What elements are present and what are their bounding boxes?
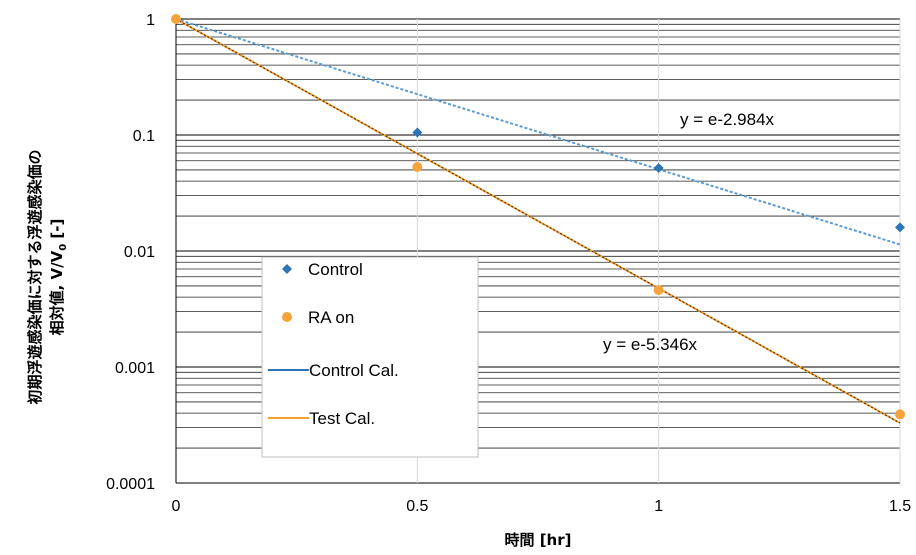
x-tick-label: 0 (172, 498, 181, 515)
data-points (171, 14, 905, 420)
legend-label-ra-on: RA on (308, 308, 354, 327)
fit-lines (175, 18, 901, 424)
y-axis-title-suffix: [-] (48, 219, 66, 244)
data-point-control (653, 162, 664, 173)
data-point-ra-on (171, 14, 181, 24)
legend-label-control: Control (308, 260, 363, 279)
fit-line (175, 18, 901, 424)
y-tick-label: 0.1 (133, 128, 155, 145)
y-axis-title-prefix: 相対値, V/V (48, 250, 66, 335)
fit-line (175, 18, 901, 246)
legend: Control RA on Control Cal. Test Cal. (261, 256, 479, 458)
x-tick-label: 1.5 (889, 498, 911, 515)
circle-marker-icon (282, 312, 292, 322)
x-axis-title: 時間 [hr] (504, 531, 571, 549)
legend-box (261, 256, 479, 458)
data-point-ra-on (895, 409, 905, 420)
y-tick-label: 1 (146, 12, 155, 29)
legend-label-test-cal: Test Cal. (309, 409, 375, 428)
legend-item-test-cal: Test Cal. (268, 409, 375, 428)
data-point-ra-on (653, 285, 664, 296)
data-point-control (895, 222, 905, 233)
diamond-marker-icon (282, 264, 292, 274)
x-tick-label: 1 (654, 498, 663, 515)
y-tick-label: 0.001 (115, 360, 155, 377)
y-axis-title-subscript: 0 (58, 244, 69, 251)
legend-label-control-cal: Control Cal. (309, 361, 399, 380)
tick-labels: 0 0.5 1 1.5 1 0.1 0.01 0.001 0.0001 (106, 12, 911, 515)
x-tick-label: 0.5 (406, 498, 428, 515)
y-axis-title-line2: 相対値, V/V0 [-] (48, 219, 69, 336)
legend-item-ra-on: RA on (282, 308, 354, 327)
data-point-ra-on (412, 161, 423, 172)
annotation-test-equation: y = e-5.346x (603, 335, 698, 354)
data-point-control (412, 127, 423, 138)
legend-item-control-cal: Control Cal. (268, 361, 399, 380)
y-tick-label: 0.01 (124, 244, 155, 261)
annotation-control-equation: y = e-2.984x (680, 110, 775, 129)
y-tick-label: 0.0001 (106, 476, 155, 493)
legend-item-control: Control (282, 260, 363, 279)
y-axis-title-line1: 初期浮遊感染価に対する浮遊感染価の (26, 149, 44, 404)
